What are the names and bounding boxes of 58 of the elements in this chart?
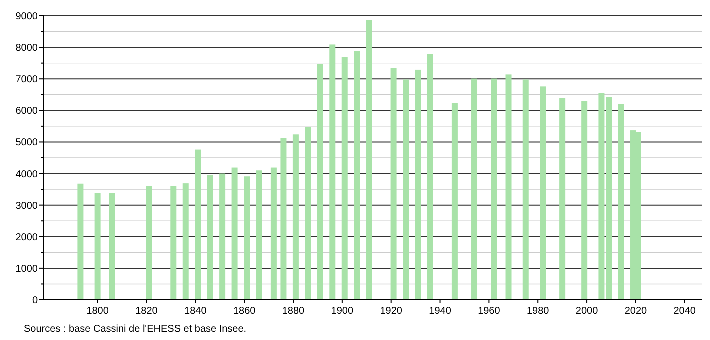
y-tick-label: 5000 <box>16 138 38 149</box>
source-note: Sources : base Cassini de l'EHESS et base Insee. <box>24 324 247 335</box>
bar <box>109 193 116 300</box>
x-tick-label: 1840 <box>184 306 208 317</box>
y-tick-label: 2000 <box>16 232 38 244</box>
bar <box>506 74 512 300</box>
y-tick-label: 9000 <box>16 12 38 22</box>
y-tick-label: 4000 <box>16 169 38 180</box>
bar <box>415 70 422 300</box>
bar <box>256 170 262 300</box>
bar <box>244 176 250 300</box>
bar <box>182 184 189 300</box>
bar <box>427 54 434 300</box>
bar <box>170 186 177 300</box>
y-tick-label: 6000 <box>16 106 38 118</box>
bar <box>305 127 312 300</box>
bar <box>270 168 277 300</box>
bar <box>582 101 588 300</box>
y-tick-label: 7000 <box>16 74 38 86</box>
bar <box>354 51 360 300</box>
x-tick-label: 1860 <box>233 306 256 317</box>
x-tick-label: 1980 <box>526 306 550 317</box>
y-tick-label: 3000 <box>16 200 38 212</box>
bar <box>491 78 498 300</box>
bar <box>403 80 410 300</box>
x-tick-label: 2040 <box>674 306 696 317</box>
bar <box>292 134 299 300</box>
x-tick-label: 1940 <box>429 306 452 317</box>
x-tick-label: 1920 <box>380 306 403 317</box>
bar <box>452 103 458 300</box>
x-tick-label: 1960 <box>478 306 501 317</box>
bar <box>195 150 202 300</box>
bar <box>472 78 478 300</box>
y-tick-label: 0 <box>32 296 38 306</box>
bar <box>522 80 529 300</box>
bar <box>317 64 324 300</box>
bar <box>330 44 336 300</box>
x-tick-label: 1880 <box>282 306 306 317</box>
y-tick-label: 1000 <box>16 264 38 275</box>
bar <box>366 20 372 300</box>
bar <box>207 175 214 300</box>
bar <box>342 57 348 300</box>
y-tick-label: 8000 <box>16 43 38 54</box>
x-tick-label: 2020 <box>624 306 648 317</box>
x-tick-label: 1800 <box>86 306 110 317</box>
bar <box>78 184 84 300</box>
x-tick-label: 2000 <box>576 306 599 317</box>
bar <box>618 104 624 300</box>
bar <box>390 68 397 300</box>
bar <box>560 98 566 300</box>
bar <box>146 186 152 300</box>
bar <box>220 174 226 300</box>
bar <box>280 138 287 300</box>
bar <box>94 193 101 300</box>
bar <box>540 86 546 300</box>
x-tick-label: 1900 <box>331 306 354 317</box>
x-tick-label: 1820 <box>136 306 158 317</box>
bar <box>232 168 238 300</box>
